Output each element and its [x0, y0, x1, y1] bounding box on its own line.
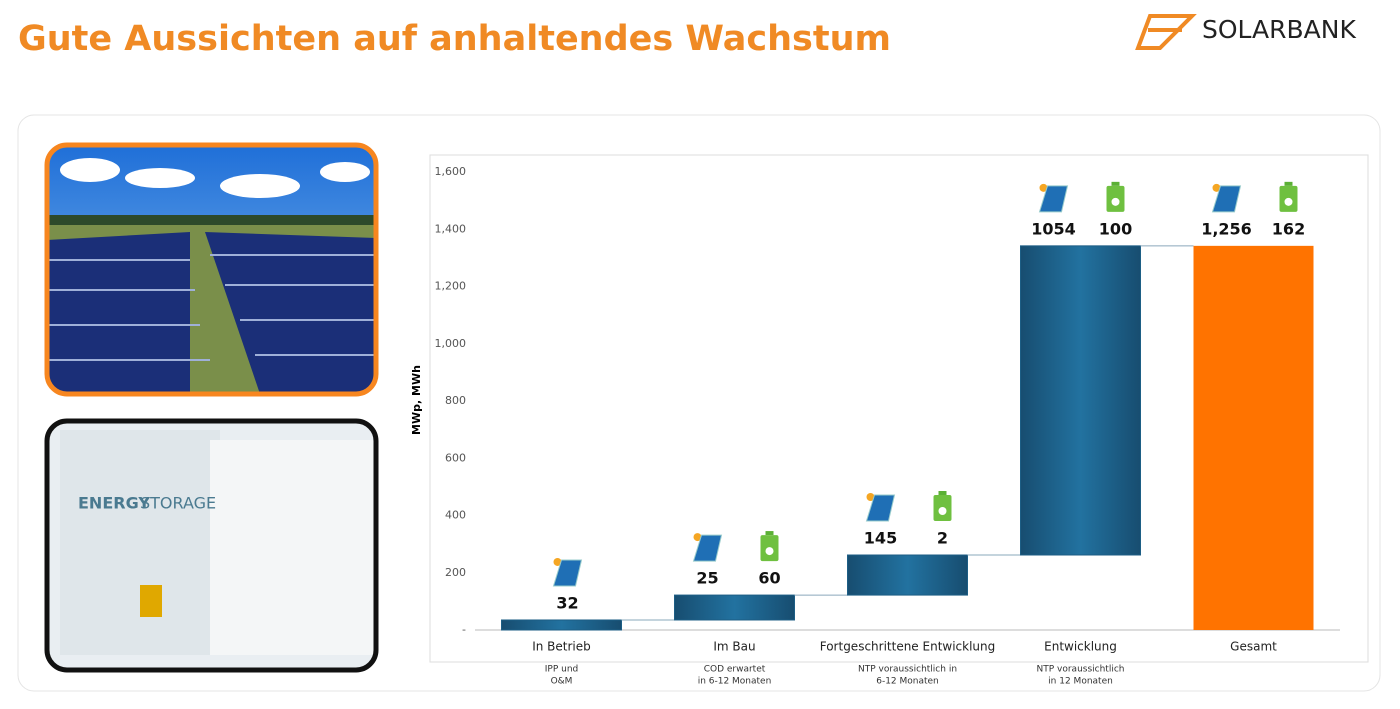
solar-label: 32 — [556, 593, 578, 612]
battery-cap — [938, 491, 947, 496]
solar-label: 145 — [864, 529, 897, 548]
panel — [692, 534, 723, 562]
panel — [1038, 185, 1069, 213]
x-sublabel: O&M — [551, 677, 573, 687]
storage-label: 60 — [758, 569, 780, 588]
x-tick-label: Fortgeschrittene Entwicklung — [820, 640, 996, 654]
y-tick-label: 400 — [445, 509, 466, 522]
logo-text: SOLARBANK — [1202, 15, 1356, 44]
solar-icon — [1211, 183, 1242, 213]
storage-label: 162 — [1272, 219, 1305, 238]
battery-cap — [1111, 181, 1120, 186]
photo-frame — [44, 142, 379, 397]
x-sublabel: in 12 Monaten — [1048, 677, 1113, 687]
panel — [865, 494, 896, 522]
solar-label: 1,256 — [1201, 219, 1252, 238]
photo-frame — [44, 418, 379, 673]
x-tick-label: Im Bau — [713, 640, 755, 654]
leaf — [1284, 197, 1293, 206]
storage-photo: ENERGY STORAGE — [47, 421, 376, 670]
panel — [1211, 185, 1242, 213]
y-tick-label: 1,600 — [435, 165, 467, 178]
x-tick-label: Entwicklung — [1044, 640, 1117, 654]
battery-icon — [1279, 181, 1298, 212]
y-tick-label: 1,400 — [435, 222, 467, 235]
bar — [501, 619, 622, 631]
solar-label: 1054 — [1031, 219, 1076, 238]
x-sublabel: NTP voraussichtlich in — [858, 665, 957, 675]
panel — [552, 559, 583, 587]
x-tick-label: In Betrieb — [532, 640, 591, 654]
x-sublabel: 6-12 Monaten — [876, 677, 939, 687]
bar — [1193, 245, 1314, 631]
solar-icon — [865, 493, 896, 522]
x-sublabel: IPP und — [545, 665, 579, 675]
y-tick-label: 200 — [445, 566, 466, 579]
y-axis-label: MWp, MWh — [410, 365, 423, 435]
y-tick-label: 1,200 — [435, 280, 467, 293]
solar-icon — [1038, 183, 1069, 213]
solar-label: 25 — [696, 569, 718, 588]
x-sublabel: NTP voraussichtlich — [1037, 665, 1125, 675]
storage-label: 100 — [1099, 219, 1132, 238]
battery-icon — [760, 531, 779, 562]
y-tick-label: 800 — [445, 394, 466, 407]
sun — [866, 493, 875, 502]
sun — [1212, 183, 1221, 192]
y-tick-label: - — [462, 623, 466, 636]
y-tick-label: 600 — [445, 451, 466, 464]
sun — [693, 533, 702, 542]
storage-label: 2 — [937, 529, 948, 548]
sun — [1039, 183, 1048, 192]
leaf — [938, 507, 947, 516]
bar — [674, 594, 795, 621]
logo: SOLARBANK — [1135, 14, 1356, 50]
x-sublabel: COD erwartet — [704, 665, 766, 675]
battery-cap — [765, 531, 774, 536]
title: Gute Aussichten auf anhaltendes Wachstum — [18, 19, 891, 59]
bar — [1020, 245, 1141, 556]
x-sublabel: in 6-12 Monaten — [698, 677, 772, 687]
battery-cap — [1284, 181, 1293, 186]
leaf — [765, 547, 774, 556]
solar-icon — [552, 557, 583, 587]
sun — [553, 557, 562, 566]
storage-label: ENERGY — [78, 494, 150, 513]
y-tick-label: 1,000 — [435, 337, 467, 350]
bar — [847, 554, 968, 596]
x-tick-label: Gesamt — [1230, 640, 1277, 654]
solar-icon — [692, 533, 723, 562]
battery-icon — [933, 491, 952, 522]
leaf — [1111, 197, 1120, 206]
solar-photo — [47, 145, 376, 394]
battery-icon — [1106, 181, 1125, 212]
storage-label: STORAGE — [140, 494, 216, 513]
